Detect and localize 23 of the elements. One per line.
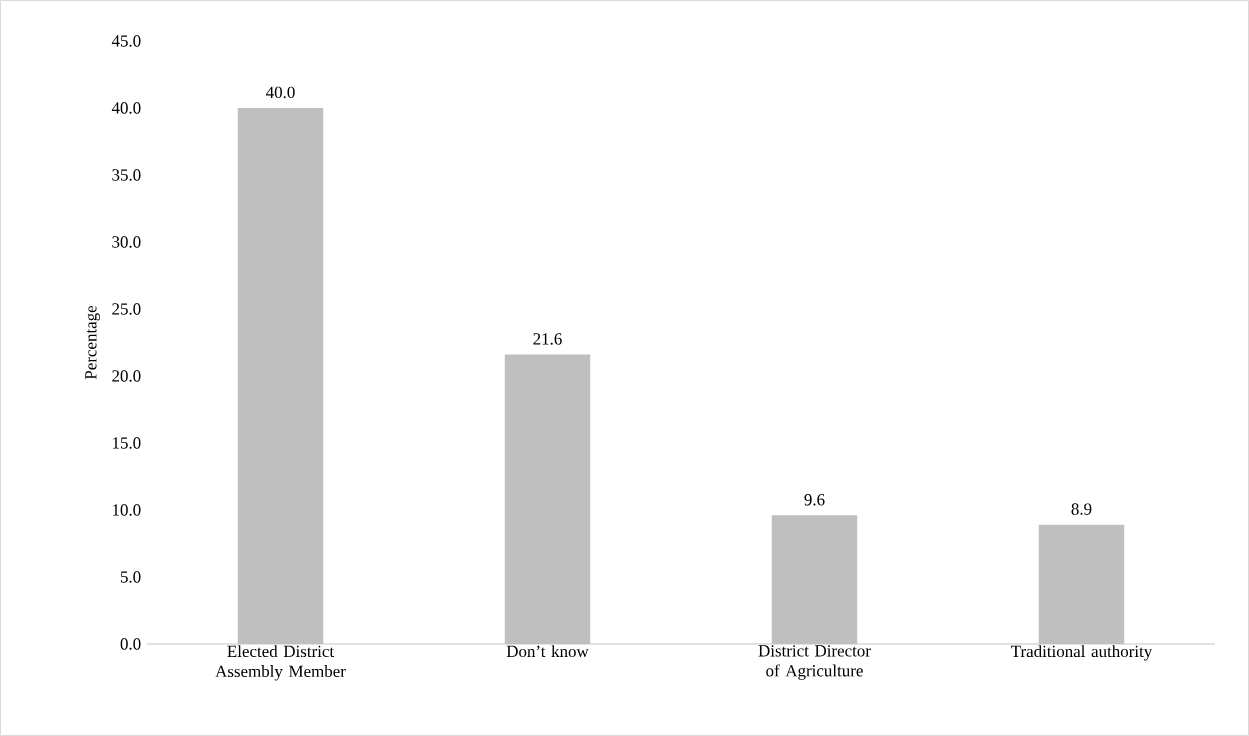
x-tick-label: District Director of Agriculture [758,645,871,680]
x-tick-label: Don’t know [506,645,589,658]
x-tick-label: Elected District Assembly Member [215,645,346,681]
y-tick-label: 15.0 [113,437,141,449]
data-label: 8.9 [1071,503,1092,515]
y-tick-label: 10.0 [113,504,141,516]
bar [504,354,591,644]
y-tick-label: 25.0 [112,303,141,315]
x-tick-label: Traditional authority [1011,645,1153,661]
data-label: 9.6 [804,494,825,506]
y-axis-title: Percentage [85,305,101,380]
y-tick-label: 35.0 [112,169,141,181]
bar [771,515,858,644]
y-tick-label: 5.0 [120,571,141,583]
data-label: 40.0 [266,86,295,99]
bar [1038,524,1125,644]
bar [237,107,324,644]
y-tick-label: 30.0 [112,236,141,248]
data-label: 21.6 [533,333,562,345]
y-tick-label: 20.0 [112,370,141,382]
y-tick-label: 0.0 [120,638,141,650]
y-tick-label: 45.0 [111,35,141,47]
y-tick-label: 40.0 [111,102,141,114]
